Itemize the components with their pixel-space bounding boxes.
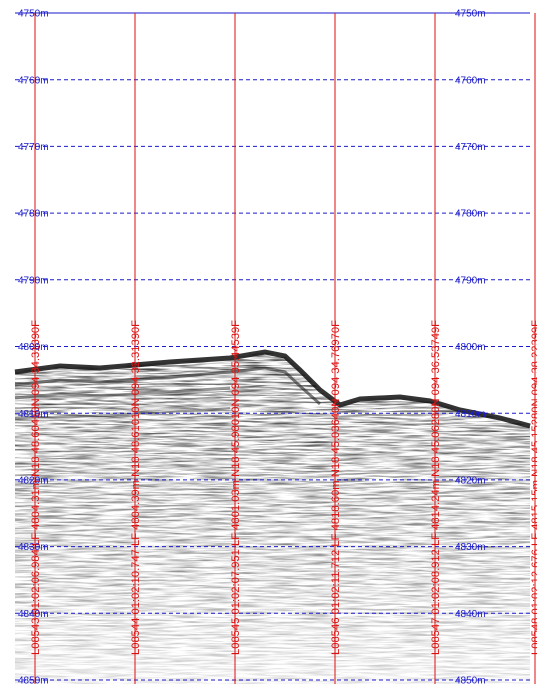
depth-label: 4810m	[18, 409, 49, 420]
trace-label: L08544 01:02:10.747 LF 4804.39m N18 48.6…	[130, 320, 142, 655]
depth-label: 4790m	[18, 275, 49, 286]
trace-label: L08548 01:02:12.676 LF 4815.15m N18 45.1…	[530, 320, 537, 655]
depth-label-right: 4850m	[455, 676, 486, 684]
depth-label: 4830m	[18, 542, 49, 553]
trace-label: L08545 01:02:07.951 LF 4801.03m N18 45.9…	[230, 320, 242, 655]
profile-view: L08543 01:02:06.984 LF 4804.31m N18 48.6…	[0, 0, 537, 684]
trace-label: L08547 01:02:08.912 LF 4814.24m N18 45.0…	[430, 320, 442, 655]
depth-label-right: 4800m	[455, 342, 486, 353]
trace-label: L08546 01:02:11.712 LF 4818.60m N18 45.0…	[330, 320, 342, 655]
depth-label-right: 4820m	[455, 476, 486, 487]
depth-label: 4850m	[18, 676, 49, 684]
depth-label: 4800m	[18, 342, 49, 353]
depth-label-right: 4750m	[455, 9, 486, 20]
trace-label: L08543 01:02:06.984 LF 4804.31m N18 48.6…	[30, 320, 42, 655]
depth-label-right: 4810m	[455, 409, 486, 420]
depth-label-right: 4760m	[455, 75, 486, 86]
depth-label-right: 4770m	[455, 142, 486, 153]
depth-label-right: 4840m	[455, 609, 486, 620]
seismic-image	[0, 340, 537, 684]
depth-label-right: 4780m	[455, 209, 486, 220]
depth-label: 4840m	[18, 609, 49, 620]
depth-label: 4770m	[18, 142, 49, 153]
depth-label: 4750m	[18, 9, 49, 20]
depth-label-right: 4830m	[455, 542, 486, 553]
depth-label: 4760m	[18, 75, 49, 86]
depth-label-right: 4790m	[455, 275, 486, 286]
depth-label: 4820m	[18, 476, 49, 487]
depth-label: 4780m	[18, 209, 49, 220]
